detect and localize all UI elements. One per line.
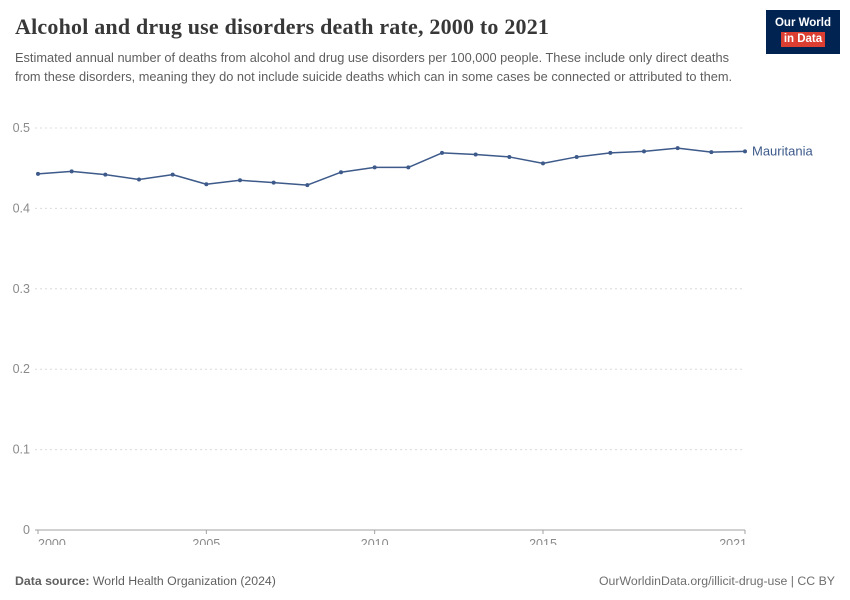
owid-logo-line1: Our World xyxy=(774,17,831,29)
chart-header: Alcohol and drug use disorders death rat… xyxy=(15,14,750,86)
data-point-2005[interactable] xyxy=(204,182,209,187)
y-tick-label-0.2: 0.2 xyxy=(13,362,30,376)
owid-logo-line2: in Data xyxy=(780,31,826,48)
data-point-2002[interactable] xyxy=(103,172,108,177)
data-point-2010[interactable] xyxy=(372,165,377,170)
x-tick-label-2010: 2010 xyxy=(361,537,389,545)
data-point-2021[interactable] xyxy=(743,149,747,154)
data-source-text: World Health Organization (2024) xyxy=(89,574,276,588)
data-point-2016[interactable] xyxy=(574,154,579,159)
y-tick-label-0.4: 0.4 xyxy=(13,201,30,215)
chart-area: 0 0.1 0.2 0.3 0.4 0.5 2000 2005 2010 2015 2021 Maur… xyxy=(0,113,850,551)
y-tick-label-0: 0 xyxy=(23,523,30,537)
data-point-2014[interactable] xyxy=(507,154,512,159)
y-tick-label-0.1: 0.1 xyxy=(13,443,30,457)
data-point-2009[interactable] xyxy=(339,170,343,175)
x-tick-label-2015: 2015 xyxy=(529,537,557,545)
data-point-2012[interactable] xyxy=(440,150,444,155)
data-source-label: Data source: xyxy=(15,574,90,588)
data-point-2018[interactable] xyxy=(642,149,646,154)
data-point-2020[interactable] xyxy=(709,150,714,155)
x-tick-label-2005: 2005 xyxy=(192,537,220,545)
y-tick-label-0.3: 0.3 xyxy=(13,282,30,296)
data-point-2007[interactable] xyxy=(271,180,276,185)
data-point-2013[interactable] xyxy=(473,152,478,157)
y-tick-label-0.5: 0.5 xyxy=(13,121,30,135)
data-point-2019[interactable] xyxy=(675,146,680,151)
series-label-mauritania: Mauritania xyxy=(752,143,813,158)
data-point-2003[interactable] xyxy=(137,177,141,182)
chart-footer: Data source: World Health Organization (… xyxy=(15,574,835,588)
data-source: Data source: World Health Organization (… xyxy=(15,574,276,588)
data-point-2000[interactable] xyxy=(36,171,40,176)
data-point-2015[interactable] xyxy=(541,161,545,166)
chart-subtitle: Estimated annual number of deaths from a… xyxy=(15,50,733,84)
data-point-2001[interactable] xyxy=(69,169,74,174)
x-tick-label-2000: 2000 xyxy=(38,537,66,545)
data-point-2017[interactable] xyxy=(608,150,613,155)
data-point-2004[interactable] xyxy=(170,172,175,177)
x-tick-label-2021: 2021 xyxy=(719,537,747,545)
owid-logo[interactable]: Our World in Data xyxy=(765,10,840,55)
data-point-2006[interactable] xyxy=(238,178,242,183)
line-mauritania xyxy=(37,147,746,186)
chart-canvas[interactable]: 0 0.1 0.2 0.3 0.4 0.5 2000 2005 2010 2015 2021 Maur… xyxy=(0,113,850,551)
data-point-2008[interactable] xyxy=(305,183,310,188)
chart-title: Alcohol and drug use disorders death rat… xyxy=(15,14,550,39)
data-point-2011[interactable] xyxy=(406,165,411,170)
license-link[interactable]: OurWorldinData.org/illicit-drug-use | CC… xyxy=(598,574,835,588)
